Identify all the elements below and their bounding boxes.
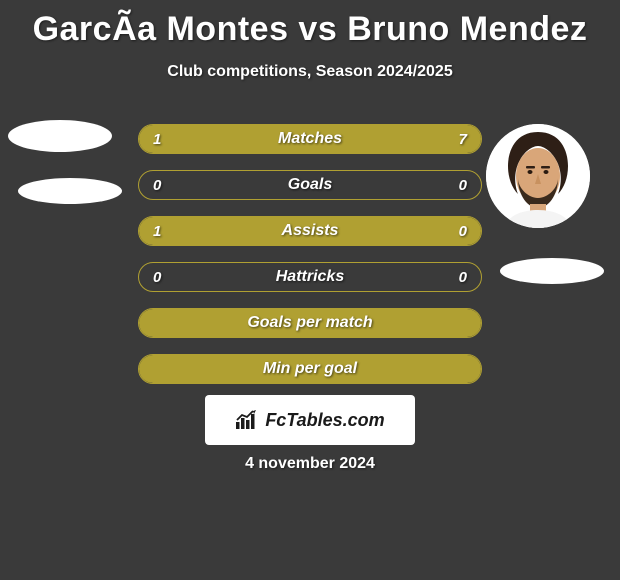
bar-row: 17Matches: [138, 124, 482, 154]
bar-label: Matches: [139, 125, 481, 153]
bar-label: Goals: [139, 171, 481, 199]
bar-label: Hattricks: [139, 263, 481, 291]
footer-date: 4 november 2024: [0, 455, 620, 473]
bar-label: Min per goal: [139, 355, 481, 383]
chart-icon: [235, 410, 259, 430]
player-right-shadow: [500, 258, 604, 284]
bar-label: Assists: [139, 217, 481, 245]
page-title: GarcÃ­a Montes vs Bruno Mendez: [0, 0, 620, 49]
bar-row: Min per goal: [138, 354, 482, 384]
comparison-bars: 17Matches 00Goals 10Assists 00Hattricks Goal…: [138, 124, 482, 400]
brand-text: FcTables.com: [265, 410, 384, 431]
bar-row: 00Goals: [138, 170, 482, 200]
bar-row: 00Hattricks: [138, 262, 482, 292]
bar-row: 10Assists: [138, 216, 482, 246]
player-left-shadow: [18, 178, 122, 204]
brand-badge[interactable]: FcTables.com: [205, 395, 415, 445]
bar-label: Goals per match: [139, 309, 481, 337]
player-left-avatar: [8, 120, 112, 152]
player-right-avatar: [486, 124, 590, 228]
page-subtitle: Club competitions, Season 2024/2025: [0, 63, 620, 81]
bar-row: Goals per match: [138, 308, 482, 338]
